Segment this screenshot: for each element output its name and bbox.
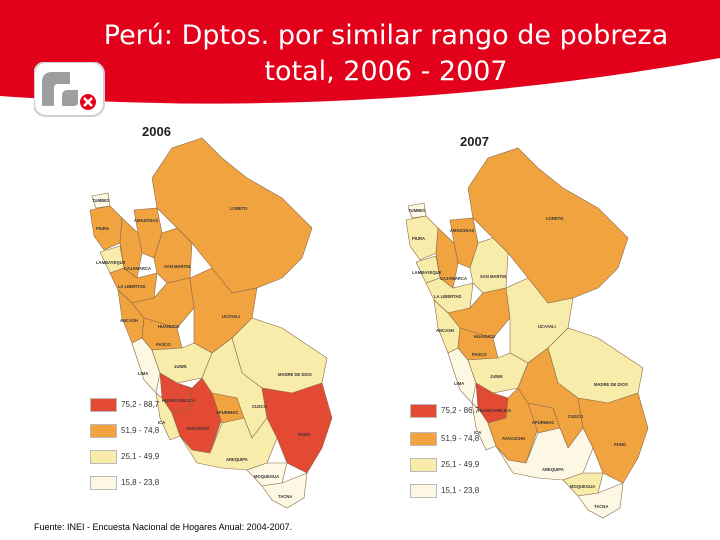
label-loreto: LORETO <box>546 216 564 221</box>
label-ica: ICA <box>474 430 481 435</box>
legend-label: 25,1 - 49,9 <box>441 460 480 469</box>
label-ucayali: UCAYALI <box>538 324 556 329</box>
label-tumbes: TUMBES <box>92 198 110 203</box>
dept-puno <box>577 392 649 484</box>
label-amazonas: AMAZONAS <box>450 228 474 233</box>
legend-swatch <box>410 404 437 418</box>
dept-san-martin <box>153 227 193 284</box>
label-pasco: PASCO <box>472 352 487 357</box>
label-ica: ICA <box>158 420 165 425</box>
label-junin: JUNIN <box>174 364 187 369</box>
label-puno: PUNO <box>614 442 627 447</box>
label-pasco: PASCO <box>156 342 171 347</box>
dept-huanuco <box>447 287 511 339</box>
map-year-2006: 2006 <box>142 124 171 139</box>
legend-swatch <box>410 458 437 472</box>
label-moquegua: MOQUEGUA <box>254 474 279 479</box>
dept-ayacucho <box>487 387 539 464</box>
dept-puno <box>261 382 333 474</box>
label-ayacucho: AYACUCHO <box>186 426 210 431</box>
label-madre-de-dios: MADRE DE DIOS <box>278 372 312 377</box>
label-tacna: TACNA <box>278 494 292 499</box>
label-moquegua: MOQUEGUA <box>570 484 595 489</box>
dept-san-martin <box>469 237 509 294</box>
dept-tacna <box>577 482 624 519</box>
legend-label: 75,2 - 88,7 <box>121 400 160 409</box>
label-san-martin: SAN MARTIN <box>164 264 190 269</box>
label-huanuco: HUANUCO <box>474 334 496 339</box>
label-san-martin: SAN MARTIN <box>480 274 506 279</box>
label-ancash: ANCASH <box>120 318 138 323</box>
legend-label: 51,9 - 74,8 <box>121 426 160 435</box>
label-ucayali: UCAYALI <box>222 314 240 319</box>
legend-label: 75,2 - 86,7 <box>441 406 480 415</box>
label-lambayeque: LAMBAYEQUE <box>412 270 442 275</box>
label-cajamarca: CAJAMARCA <box>440 276 467 281</box>
label-piura: PIURA <box>412 236 425 241</box>
dept-moquegua <box>562 472 604 497</box>
legend-label: 51,9 - 74,8 <box>441 434 480 443</box>
label-madre-de-dios: MADRE DE DIOS <box>594 382 628 387</box>
label-apurimac: APURIMAC <box>216 410 239 415</box>
legend-swatch <box>90 398 117 412</box>
label-ayacucho: AYACUCHO <box>502 436 526 441</box>
slide-title: Perú: Dptos. por similar rango de pobrez… <box>86 18 686 90</box>
legend-label: 25,1 - 49,9 <box>121 452 160 461</box>
label-cajamarca: CAJAMARCA <box>124 266 151 271</box>
legend-swatch <box>90 476 117 490</box>
legend-2007: 75,2 - 86,7 51,9 - 74,8 25,1 - 49,9 15,1… <box>410 404 500 504</box>
legend-swatch <box>90 450 117 464</box>
label-huanuco: HUANUCO <box>158 324 180 329</box>
label-arequipa: AREQUIPA <box>226 457 248 462</box>
dept-labels-2007: TUMBES PIURA LAMBAYEQUE AMAZONAS CAJAMAR… <box>408 208 628 509</box>
map-2006: 2006 TUM <box>82 118 352 518</box>
label-huancavelica: HUANCAVELICA <box>162 398 195 403</box>
label-tacna: TACNA <box>594 504 608 509</box>
label-huancavelica: HUANCAVELICA <box>478 408 511 413</box>
header-banner <box>0 0 720 104</box>
dept-huanuco <box>131 277 195 329</box>
title-line-1: Perú: Dptos. por similar rango de pobrez… <box>103 20 669 51</box>
label-cusco: CUSCO <box>252 404 268 409</box>
label-arequipa: AREQUIPA <box>542 467 564 472</box>
peru-map-2007: TUMBES PIURA LAMBAYEQUE AMAZONAS CAJAMAR… <box>405 147 649 519</box>
dept-labels-2006: TUMBES PIURA LAMBAYEQUE AMAZONAS CAJAMAR… <box>92 198 312 499</box>
dept-arequipa <box>495 427 594 481</box>
label-la-libertad: LA LIBERTAD <box>118 284 145 289</box>
dept-arequipa <box>179 417 278 471</box>
dept-moquegua <box>246 462 288 487</box>
dept-ayacucho <box>171 377 223 454</box>
label-piura: PIURA <box>96 226 109 231</box>
legend-label: 15,1 - 23,8 <box>441 486 480 495</box>
label-la-libertad: LA LIBERTAD <box>434 294 461 299</box>
source-note: Fuente: INEI - Encuesta Nacional de Hoga… <box>34 522 293 532</box>
label-cusco: CUSCO <box>568 414 584 419</box>
logo-icon <box>34 62 105 117</box>
label-ancash: ANCASH <box>436 328 454 333</box>
label-lima: LIMA <box>454 381 464 386</box>
map-2007: 2007 TUM <box>398 128 668 528</box>
legend-label: 15,8 - 23,8 <box>121 478 160 487</box>
slide-header <box>0 0 720 120</box>
dept-tacna <box>261 472 308 509</box>
label-puno: PUNO <box>298 432 311 437</box>
label-amazonas: AMAZONAS <box>134 218 158 223</box>
peru-map-2006: TUMBES PIURA LAMBAYEQUE AMAZONAS CAJAMAR… <box>89 137 333 509</box>
label-loreto: LORETO <box>230 206 248 211</box>
label-junin: JUNIN <box>490 374 503 379</box>
map-year-2007: 2007 <box>460 134 489 149</box>
legend-swatch <box>410 484 437 498</box>
title-line-2: total, 2006 - 2007 <box>264 56 508 87</box>
legend-2006: 75,2 - 88,7 51,9 - 74,8 25,1 - 49,9 15,8… <box>90 398 180 498</box>
label-tumbes: TUMBES <box>408 208 426 213</box>
label-apurimac: APURIMAC <box>532 420 555 425</box>
label-lima: LIMA <box>138 371 148 376</box>
legend-swatch <box>410 432 437 446</box>
legend-swatch <box>90 424 117 438</box>
label-lambayeque: LAMBAYEQUE <box>96 260 126 265</box>
